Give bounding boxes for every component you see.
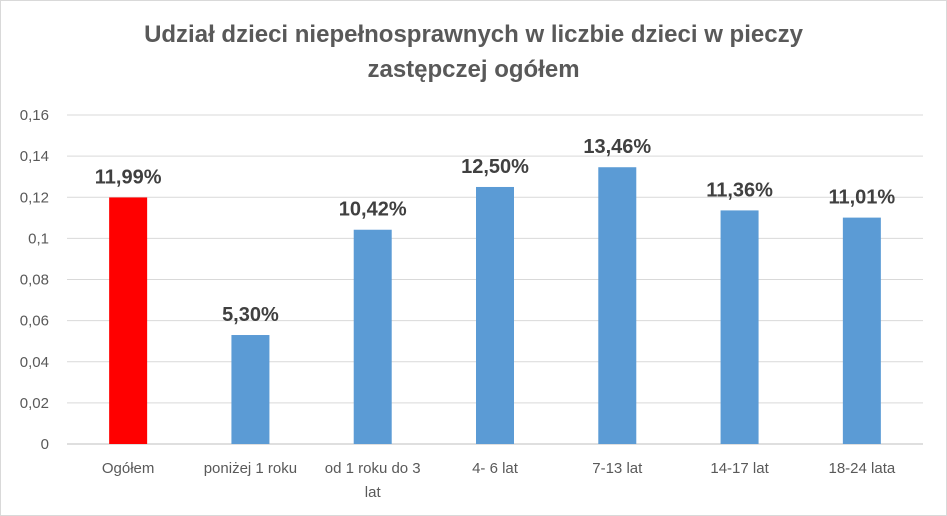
bar [720,210,759,444]
y-tick-label: 0,06 [20,313,49,330]
bar [842,217,881,444]
data-label: 5,30% [222,304,279,326]
y-tick-label: 0,02 [20,395,49,412]
chart-title: Udział dzieci niepełnosprawnych w liczbi… [144,21,803,83]
data-label: 11,99% [95,166,162,188]
y-tick-label: 0,08 [20,272,49,289]
bar [353,229,392,444]
y-tick-label: 0,1 [28,230,49,247]
y-tick-label: 0,04 [20,354,49,371]
data-label: 13,46% [583,136,651,158]
x-category-label: poniżej 1 roku [204,460,297,477]
x-category-label: 18-24 lata [828,460,895,477]
bar [598,167,637,444]
data-label: 11,01% [828,187,895,209]
data-label: 11,36% [706,179,773,201]
bar [109,197,148,444]
y-tick-label: 0 [41,436,49,453]
bar [476,186,514,444]
bar [231,335,270,444]
y-tick-label: 0,14 [20,148,49,165]
x-category-label: 4- 6 lat [472,460,519,477]
x-category-label: 7-13 lat [592,460,643,477]
x-category-label: od 1 roku do 3 [325,460,421,477]
x-category-label: lat [365,484,382,501]
data-label: 10,42% [339,199,407,221]
y-tick-label: 0,16 [20,107,49,124]
x-category-label: 14-17 lat [710,460,769,477]
x-category-label: Ogółem [102,460,155,477]
y-tick-label: 0,12 [20,189,49,206]
data-label: 12,50% [461,156,529,178]
